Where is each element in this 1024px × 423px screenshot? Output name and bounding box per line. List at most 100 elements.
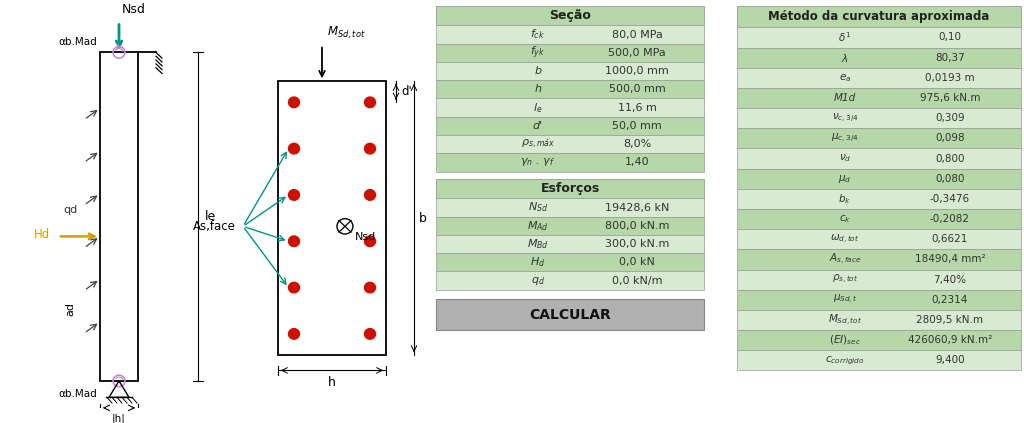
Text: 2809,5 kN.m: 2809,5 kN.m	[916, 315, 983, 325]
Text: $(EI)_{sec}$: $(EI)_{sec}$	[829, 333, 861, 347]
Text: $\gamma_n$ . $\gamma_f$: $\gamma_n$ . $\gamma_f$	[520, 157, 555, 168]
Text: -0,3476: -0,3476	[930, 194, 970, 204]
Text: 300,0 kN.m: 300,0 kN.m	[605, 239, 670, 249]
Text: $\nu_{c,3/4}$: $\nu_{c,3/4}$	[831, 112, 858, 125]
Text: 0,0 kN: 0,0 kN	[620, 257, 655, 267]
Bar	[436, 80, 705, 99]
Bar	[737, 249, 1021, 269]
Bar	[436, 235, 705, 253]
Bar	[737, 290, 1021, 310]
Text: 8,0%: 8,0%	[623, 139, 651, 149]
Text: b: b	[535, 66, 542, 76]
Text: Método da curvatura aproximada: Método da curvatura aproximada	[768, 10, 989, 23]
Text: $M_{Sd,tot}$: $M_{Sd,tot}$	[327, 25, 366, 41]
Bar	[436, 253, 705, 272]
Bar	[278, 81, 386, 355]
Text: 80,0 MPa: 80,0 MPa	[611, 30, 663, 40]
Text: 0,309: 0,309	[935, 113, 965, 123]
Text: $N_{Sd}$: $N_{Sd}$	[527, 201, 548, 214]
Text: $\delta^1$: $\delta^1$	[839, 30, 852, 44]
Text: Seção: Seção	[549, 9, 591, 22]
Bar	[737, 169, 1021, 189]
Text: $\mu_{c,3/4}$: $\mu_{c,3/4}$	[831, 132, 859, 145]
Bar	[436, 135, 705, 153]
Text: d': d'	[401, 85, 412, 98]
Bar	[737, 88, 1021, 108]
Bar	[436, 198, 705, 217]
Bar	[436, 299, 705, 330]
Text: 0,2314: 0,2314	[932, 295, 968, 305]
Text: Nsd: Nsd	[122, 3, 145, 16]
Text: 19428,6 kN: 19428,6 kN	[605, 203, 670, 212]
Text: 50,0 mm: 50,0 mm	[612, 121, 662, 131]
Circle shape	[365, 190, 376, 200]
Text: αb.Mad: αb.Mad	[58, 389, 97, 398]
Bar	[737, 189, 1021, 209]
Text: 0,10: 0,10	[939, 33, 962, 42]
Text: 1,40: 1,40	[625, 157, 649, 168]
Text: Nsd: Nsd	[355, 232, 376, 242]
Text: 500,0 mm: 500,0 mm	[608, 84, 666, 94]
Bar	[436, 62, 705, 80]
Text: $M_{Sd,tot}$: $M_{Sd,tot}$	[827, 313, 862, 327]
Text: $M_{Ad}$: $M_{Ad}$	[527, 219, 549, 233]
Circle shape	[289, 97, 299, 107]
Bar	[737, 209, 1021, 229]
Text: $\lambda$: $\lambda$	[841, 52, 849, 63]
Text: 500,0 MPa: 500,0 MPa	[608, 48, 666, 58]
Bar	[737, 128, 1021, 148]
Text: $c_{corrigido}$: $c_{corrigido}$	[825, 354, 864, 366]
Text: 11,6 m: 11,6 m	[617, 103, 656, 113]
Text: $\omega_{d,tot}$: $\omega_{d,tot}$	[830, 233, 859, 246]
Text: αb.Mad: αb.Mad	[58, 37, 97, 47]
Text: 426060,9 kN.m²: 426060,9 kN.m²	[908, 335, 992, 345]
Text: $e_a$: $e_a$	[839, 72, 851, 84]
Text: 0,080: 0,080	[935, 174, 965, 184]
Bar	[436, 272, 705, 290]
Text: $\rho_{s,tot}$: $\rho_{s,tot}$	[831, 273, 858, 286]
Circle shape	[365, 282, 376, 293]
Text: $q_d$: $q_d$	[530, 275, 545, 286]
Text: $b_k$: $b_k$	[839, 192, 851, 206]
Bar	[436, 179, 705, 198]
Text: 1000,0 mm: 1000,0 mm	[605, 66, 669, 76]
Text: 0,6621: 0,6621	[932, 234, 968, 244]
Bar	[100, 52, 138, 381]
Text: $\mu_{Sd,t}$: $\mu_{Sd,t}$	[833, 293, 857, 306]
Text: $\nu_d$: $\nu_d$	[839, 153, 851, 165]
Bar	[737, 68, 1021, 88]
Text: $A_{s,face}$: $A_{s,face}$	[828, 252, 861, 267]
Text: le: le	[205, 210, 216, 223]
Text: qd: qd	[63, 205, 78, 215]
Text: 18490,4 mm²: 18490,4 mm²	[914, 254, 985, 264]
Bar	[737, 269, 1021, 290]
Bar	[436, 99, 705, 117]
Bar	[436, 117, 705, 135]
Bar	[737, 6, 1021, 27]
Text: $H_d$: $H_d$	[530, 255, 546, 269]
Text: 0,098: 0,098	[935, 133, 965, 143]
Text: $c_k$: $c_k$	[839, 213, 851, 225]
Circle shape	[365, 97, 376, 107]
Text: h: h	[328, 376, 336, 389]
Bar	[436, 44, 705, 62]
Text: As,face: As,face	[193, 220, 236, 233]
Circle shape	[289, 143, 299, 154]
Circle shape	[289, 329, 299, 339]
Bar	[737, 229, 1021, 249]
Text: 80,37: 80,37	[935, 52, 965, 63]
Text: ad: ad	[65, 302, 75, 316]
Bar	[436, 217, 705, 235]
Text: $f_{ck}$: $f_{ck}$	[530, 27, 546, 41]
Circle shape	[289, 236, 299, 247]
Bar	[436, 6, 705, 25]
Circle shape	[365, 143, 376, 154]
Text: 0,0 kN/m: 0,0 kN/m	[611, 275, 663, 286]
Text: d': d'	[532, 121, 543, 131]
Text: 0,800: 0,800	[935, 154, 965, 164]
Bar	[737, 330, 1021, 350]
Text: $\rho_{s,máx}$: $\rho_{s,máx}$	[521, 137, 555, 151]
Circle shape	[365, 236, 376, 247]
Bar	[737, 310, 1021, 330]
Text: M1d: M1d	[834, 93, 856, 103]
